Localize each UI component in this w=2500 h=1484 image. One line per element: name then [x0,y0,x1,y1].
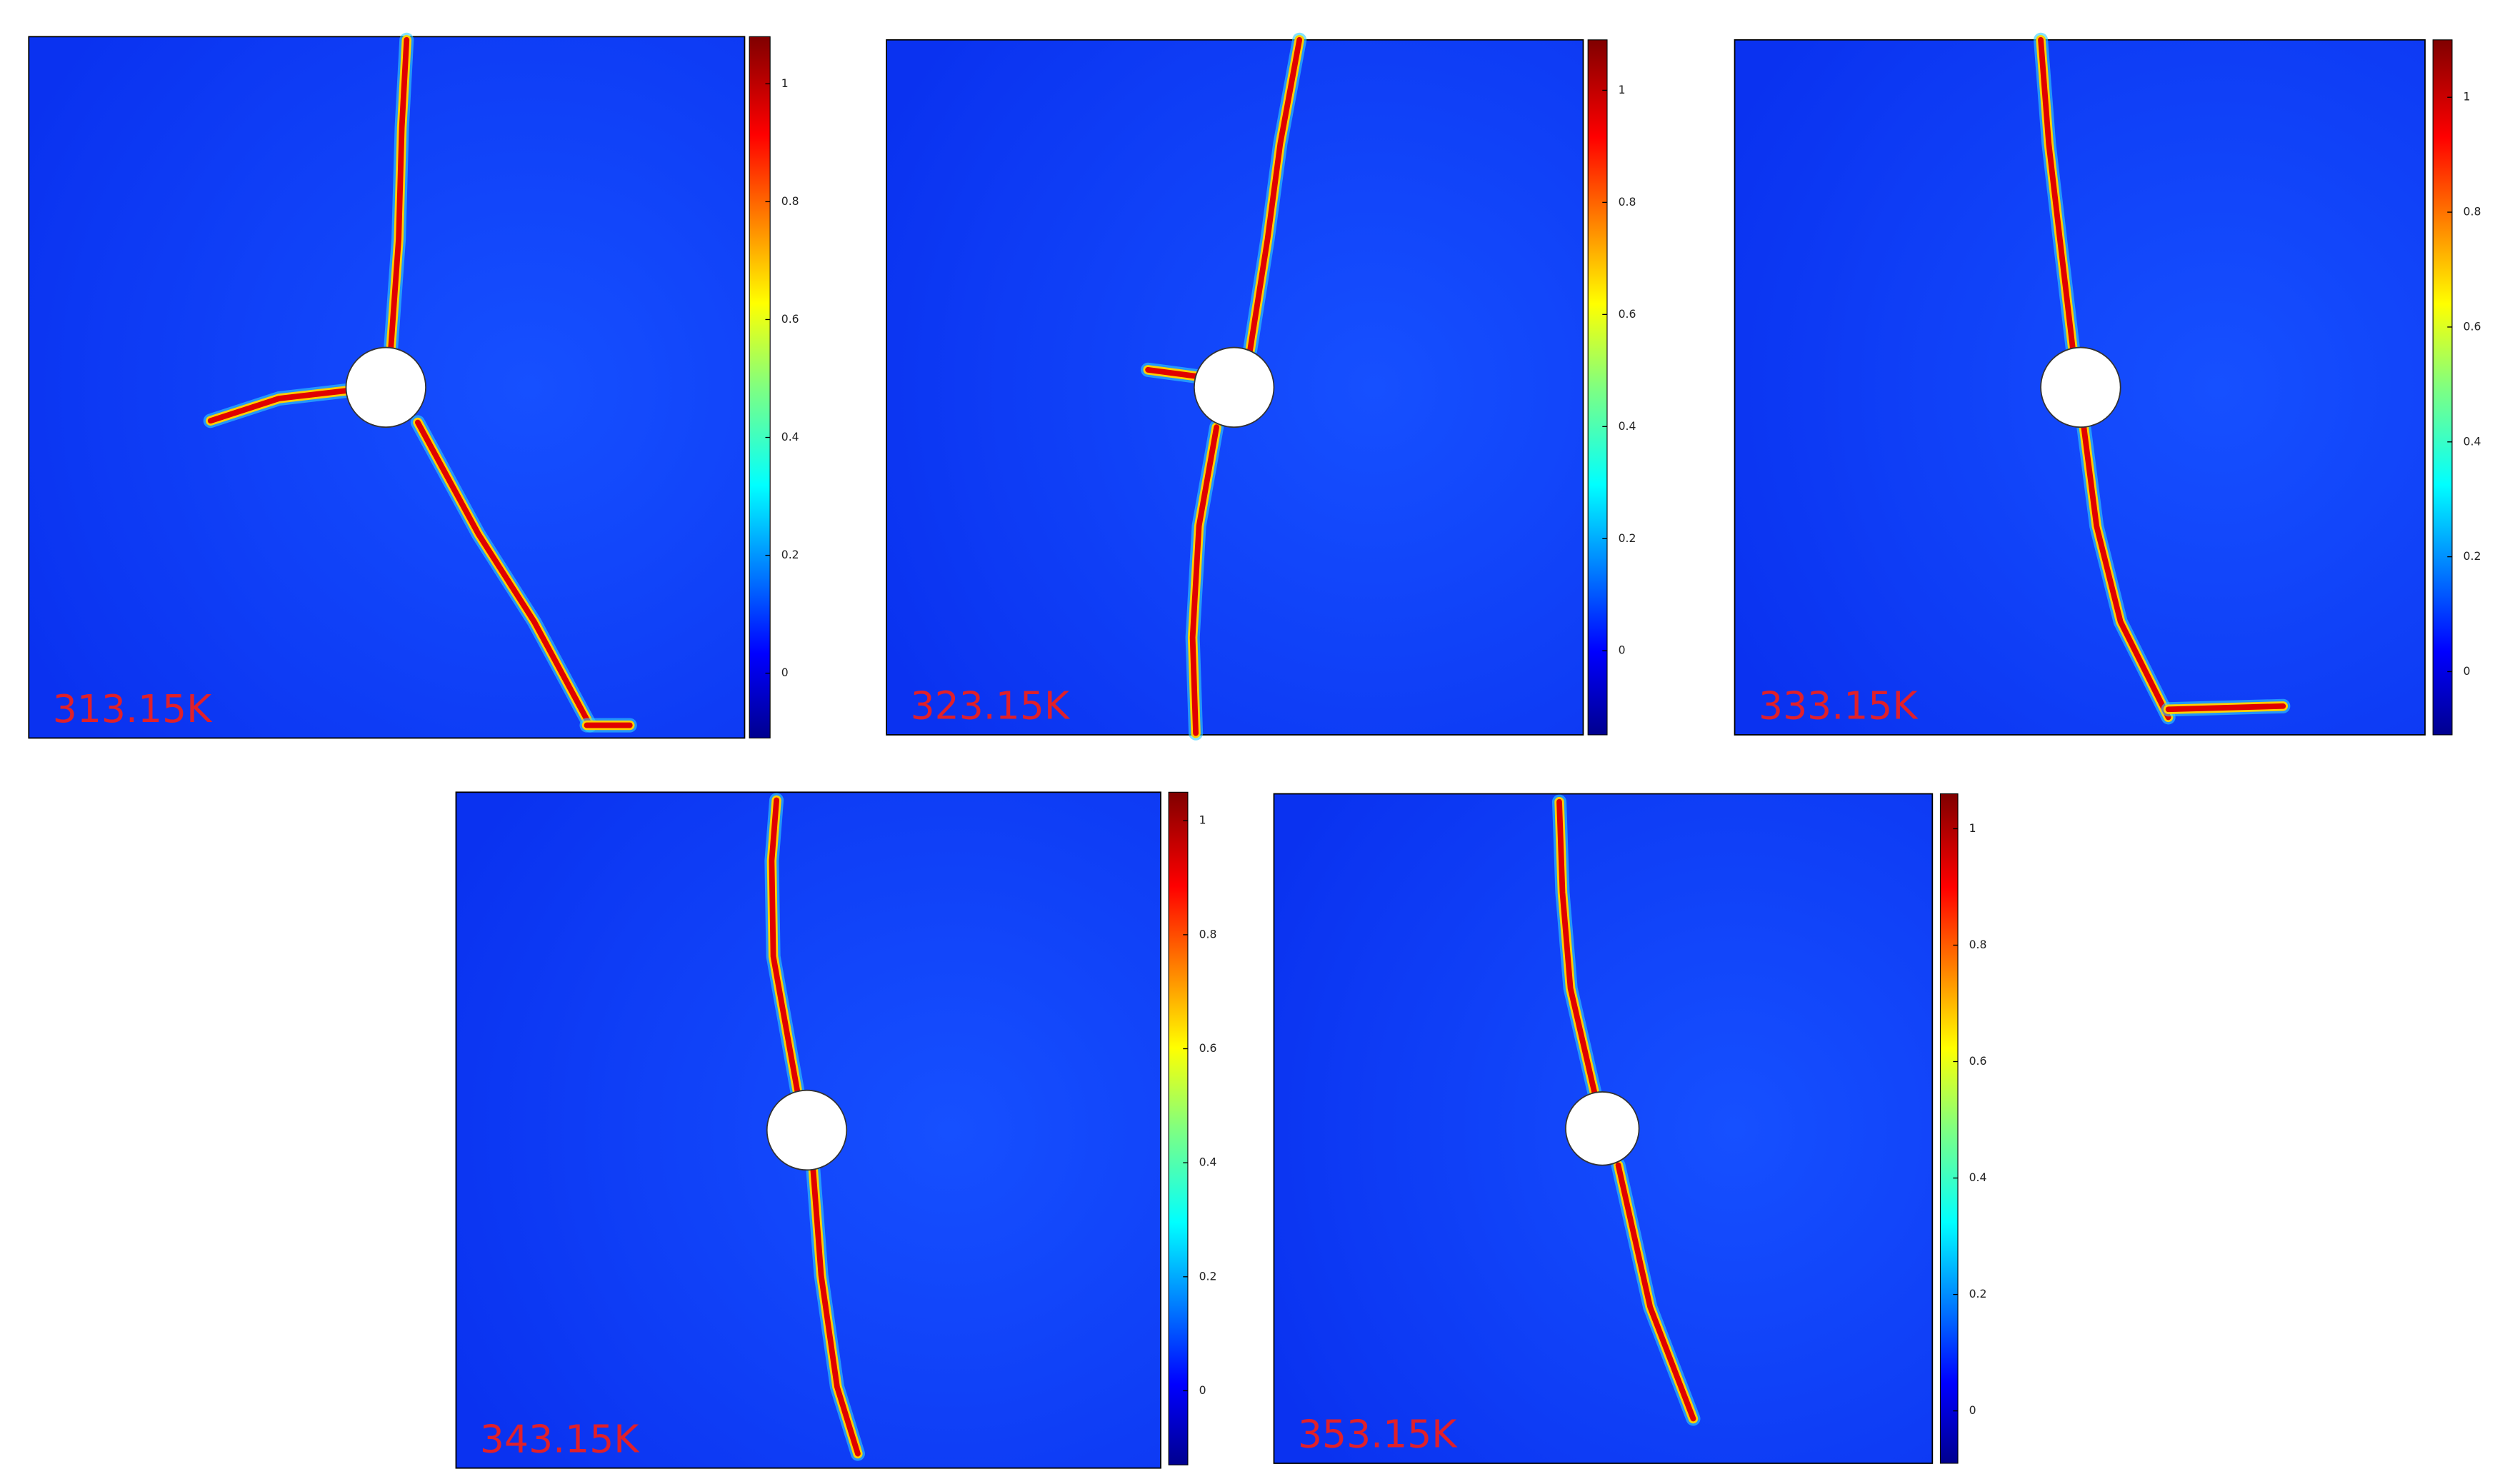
colorbar-tick-label: 0.8 [781,195,799,208]
crack [2165,703,2286,713]
crack [2081,424,2171,721]
hole [1565,1091,1640,1166]
hole [345,346,426,428]
panel-label: 343.15K [480,1416,640,1461]
colorbar-tick-label: 0.6 [1969,1055,1987,1068]
panel-label: 313.15K [53,686,213,731]
panel: 343.15K 0 0.2 0.4 0.6 0.8 1 [455,791,1217,1469]
colorbar-tick-label: 1 [1199,814,1206,827]
panel-label: 353.15K [1298,1412,1458,1457]
colorbar [1939,793,1959,1464]
colorbar-tick-label: 0.2 [1969,1288,1987,1300]
colorbar-tick-label: 0.6 [781,313,799,326]
crack [388,36,410,354]
colorbar-tick-label: 1 [781,77,789,90]
crack [1615,1162,1696,1422]
hole [2040,346,2121,428]
colorbar-tick-label: 0.2 [1199,1270,1217,1283]
panel-label: 333.15K [1759,683,1919,728]
colorbar-tick-label: 0.6 [1199,1042,1217,1055]
crack [810,1167,861,1457]
colorbar-tick-label: 0.4 [781,431,799,443]
crack [1247,36,1303,354]
colorbar-tick-label: 0.2 [781,548,799,561]
colorbar-tick-label: 0.8 [1199,928,1217,941]
colorbar-tick-label: 0.8 [1619,196,1636,209]
colorbar-tick-label: 0.2 [1619,532,1636,545]
colorbar [749,36,771,738]
colorbar [1587,39,1608,736]
colorbar-tick-label: 0 [2464,665,2471,678]
hole [766,1089,848,1171]
panel: 323.15K 0 0.2 0.4 0.6 0.8 1 [886,32,1636,741]
panel: 353.15K 0 0.2 0.4 0.6 0.8 1 [1273,793,1987,1464]
hole [1193,346,1275,428]
crack [1556,798,1598,1095]
colorbar-tick-label: 0 [781,666,789,679]
colorbar-tick-label: 1 [1619,84,1626,96]
panel: 333.15K 0 0.2 0.4 0.6 0.8 1 [1734,32,2481,736]
panel: 313.15K 0 0.2 0.4 0.6 0.8 1 [28,32,799,739]
colorbar-tick-label: 0.8 [2464,206,2481,219]
colorbar [2432,39,2453,736]
crack [207,387,351,424]
colorbar-tick-label: 0.6 [2464,320,2481,333]
crack [1189,424,1220,736]
crack [2038,36,2076,351]
colorbar-tick-label: 0 [1969,1404,1976,1417]
colorbar [1168,791,1189,1465]
colorbar-tick-label: 0.6 [1619,308,1636,321]
colorbar-tick-label: 0 [1199,1384,1206,1397]
panel-label: 323.15K [911,683,1071,728]
colorbar-tick-label: 1 [2464,91,2471,104]
crack [1145,366,1199,379]
colorbar-tick-label: 1 [1969,822,1976,835]
crack [414,419,593,728]
colorbar-tick-label: 0.4 [1969,1171,1987,1184]
colorbar-tick-label: 0.8 [1969,938,1987,951]
colorbar-tick-label: 0.4 [1619,420,1636,433]
crack [769,797,801,1093]
colorbar-tick-label: 0.2 [2464,550,2481,563]
colorbar-tick-label: 0.4 [1199,1156,1217,1169]
colorbar-tick-label: 0.4 [2464,435,2481,448]
colorbar-tick-label: 0 [1619,644,1626,657]
